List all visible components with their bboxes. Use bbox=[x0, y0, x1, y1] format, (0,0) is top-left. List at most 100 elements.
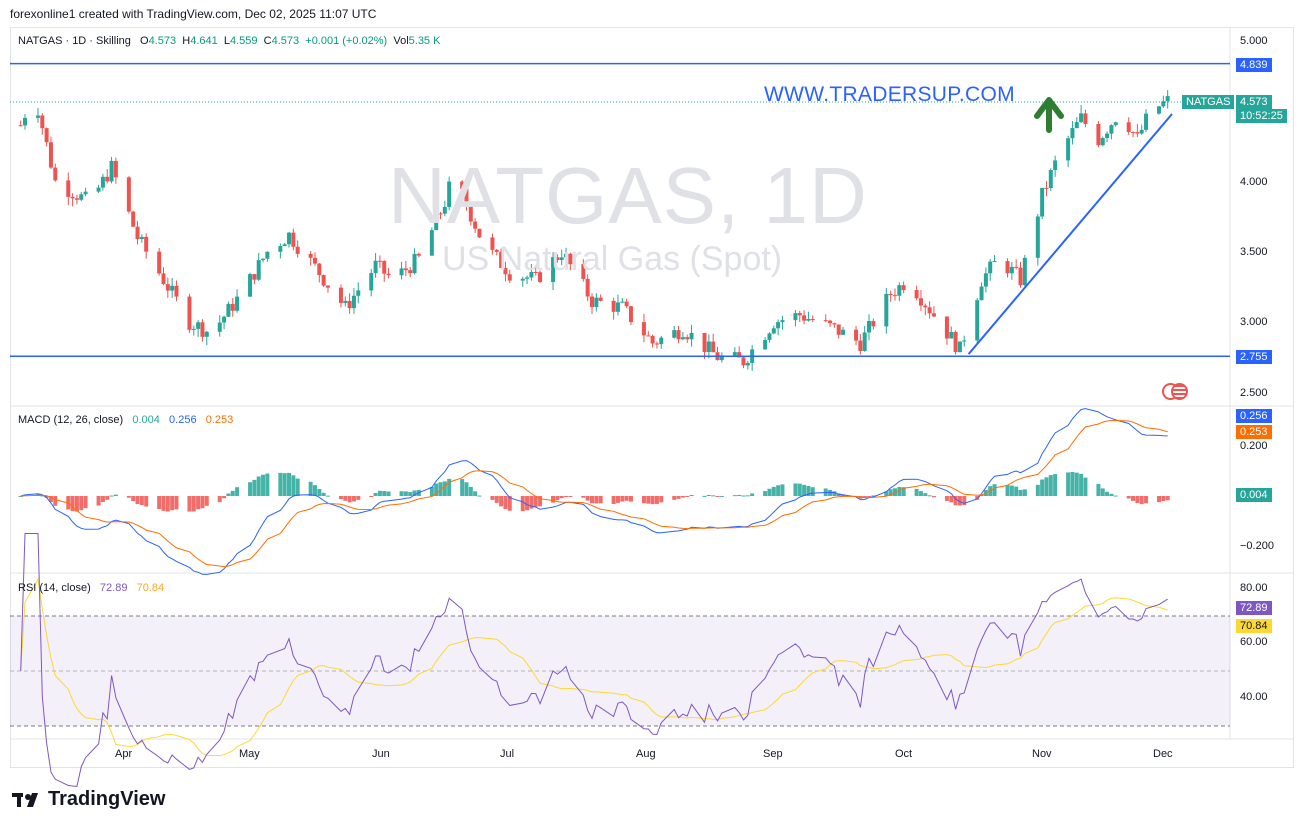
candle-body bbox=[1144, 113, 1149, 130]
macd-orange-badge: 0.253 bbox=[1236, 425, 1272, 439]
macd-histogram-bar bbox=[403, 491, 408, 496]
candle-body bbox=[438, 213, 443, 215]
macd-histogram-bar bbox=[321, 492, 326, 496]
macd-histogram-bar bbox=[499, 496, 504, 507]
candle-body bbox=[615, 302, 620, 312]
macd-histogram-bar bbox=[79, 496, 84, 511]
macd-histogram-bar bbox=[741, 495, 746, 497]
tradingview-logo[interactable]: TradingView bbox=[12, 788, 165, 811]
candle-body bbox=[923, 305, 928, 308]
macd-histogram-bar bbox=[490, 496, 495, 500]
candle-body bbox=[252, 274, 257, 280]
candle-body bbox=[884, 293, 889, 327]
candle-body bbox=[447, 181, 452, 207]
candle-body bbox=[1074, 122, 1079, 129]
candle-body bbox=[525, 277, 530, 279]
candle-body bbox=[295, 246, 300, 254]
candle-body bbox=[408, 270, 413, 274]
macd-histogram-bar bbox=[40, 495, 45, 497]
macd-histogram-bar bbox=[18, 496, 23, 497]
macd-histogram-bar bbox=[1131, 496, 1136, 501]
candle-body bbox=[559, 257, 564, 261]
macd-histogram-bar bbox=[447, 478, 452, 496]
last-price-badge: 4.573 bbox=[1236, 95, 1272, 109]
macd-histogram-bar bbox=[711, 495, 716, 497]
candle-body bbox=[767, 333, 772, 340]
candle-body bbox=[594, 297, 599, 308]
macd-histogram-bar bbox=[1144, 496, 1149, 504]
candle-body bbox=[373, 260, 378, 274]
currency-flag-icon[interactable] bbox=[1162, 382, 1192, 402]
candle-body bbox=[468, 205, 473, 222]
resistance-badge: 4.839 bbox=[1236, 58, 1272, 72]
macd-histogram-bar bbox=[338, 496, 343, 500]
rsi-line bbox=[20, 533, 1168, 787]
candle-body bbox=[624, 301, 629, 307]
candle-body bbox=[975, 300, 980, 341]
macd-histogram-bar bbox=[659, 496, 664, 503]
candle-body bbox=[654, 343, 659, 345]
macd-histogram-bar bbox=[867, 496, 872, 497]
macd-histogram-bar bbox=[139, 496, 144, 506]
macd-histogram-bar bbox=[217, 496, 222, 503]
candle-body bbox=[555, 257, 560, 261]
candle-body bbox=[1022, 257, 1027, 286]
macd-histogram-bar bbox=[100, 496, 105, 502]
macd-histogram-bar bbox=[191, 496, 196, 512]
macd-histogram-bar bbox=[317, 488, 322, 496]
macd-histogram-bar bbox=[70, 496, 75, 512]
macd-histogram-bar bbox=[944, 496, 949, 501]
macd-histogram-bar bbox=[888, 489, 893, 496]
rsi-tick: 80.00 bbox=[1240, 582, 1268, 594]
candle-body bbox=[737, 352, 742, 358]
macd-histogram-bar bbox=[373, 493, 378, 496]
candle-body bbox=[780, 320, 785, 323]
candle-body bbox=[1161, 101, 1166, 107]
macd-histogram-bar bbox=[1096, 483, 1101, 496]
macd-histogram-bar bbox=[412, 490, 417, 496]
candle-body bbox=[351, 295, 356, 309]
symbol-badge: NATGAS bbox=[1182, 95, 1235, 109]
watermark-title: NATGAS, 1D bbox=[388, 151, 868, 240]
macd-histogram-bar bbox=[797, 483, 802, 496]
candle-body bbox=[810, 318, 815, 321]
chart-frame bbox=[10, 27, 1294, 768]
macd-histogram-bar bbox=[464, 482, 469, 496]
candle-body bbox=[1139, 129, 1144, 134]
candle-body bbox=[248, 274, 253, 297]
candle-body bbox=[96, 187, 101, 192]
candle-body bbox=[1096, 124, 1101, 146]
macd-blue-badge: 0.256 bbox=[1236, 409, 1272, 423]
candle-body bbox=[105, 176, 110, 182]
candle-body bbox=[828, 320, 833, 324]
time-label: May bbox=[239, 748, 260, 760]
annotation-text[interactable]: WWW.TRADERSUP.COM bbox=[764, 83, 1015, 106]
change-value: +0.001 (+0.02%) bbox=[305, 35, 388, 47]
candle-body bbox=[191, 328, 196, 330]
rsi-value: 72.89 bbox=[99, 582, 128, 594]
macd-histogram-bar bbox=[611, 496, 616, 505]
candle-body bbox=[858, 340, 863, 352]
macd-histogram-bar bbox=[828, 489, 833, 496]
candle-body bbox=[109, 160, 114, 182]
macd-histogram-bar bbox=[962, 496, 967, 506]
candle-body bbox=[520, 278, 525, 281]
candle-body bbox=[66, 180, 71, 197]
candle-body bbox=[161, 273, 166, 285]
watermark-subtitle: US Natural Gas (Spot) bbox=[442, 240, 783, 278]
macd-histogram-bar bbox=[96, 496, 101, 506]
candle-body bbox=[70, 196, 75, 199]
candle-body bbox=[473, 221, 478, 229]
candle-body bbox=[170, 285, 175, 291]
macd-histogram-bar bbox=[256, 476, 261, 496]
macd-histogram-bar bbox=[105, 496, 110, 500]
macd-histogram-bar bbox=[473, 491, 478, 496]
macd-histogram-bar bbox=[1157, 496, 1162, 503]
candle-body bbox=[53, 167, 58, 181]
candle-body bbox=[44, 128, 49, 143]
macd-histogram-bar bbox=[347, 496, 352, 503]
candle-body bbox=[689, 332, 694, 340]
candle-body bbox=[1100, 138, 1105, 146]
macd-histogram-bar bbox=[226, 493, 231, 496]
